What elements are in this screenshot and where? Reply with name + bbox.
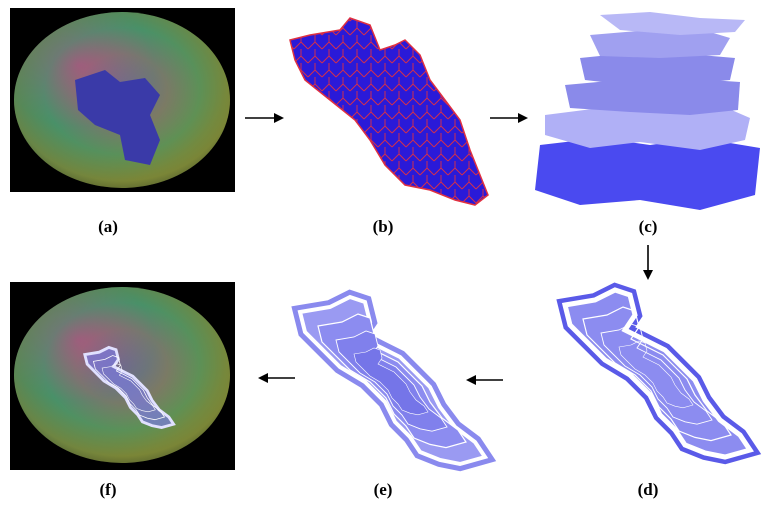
panel-label: (a) <box>98 217 118 236</box>
contour-region-e <box>300 297 485 464</box>
arrow <box>258 373 295 383</box>
panel-label: (b) <box>373 217 394 236</box>
arrow <box>245 113 284 123</box>
contour-region-d <box>565 290 750 457</box>
figure: (a) (b) (c) (d) (e) (f) <box>0 0 770 506</box>
layers <box>535 12 760 210</box>
mesh-region <box>290 18 488 205</box>
panel-label: (d) <box>638 480 659 499</box>
panel-label: (f) <box>100 480 117 499</box>
panel-label: (e) <box>374 480 393 499</box>
panel-label: (c) <box>639 217 658 236</box>
arrow <box>490 113 528 123</box>
arrow <box>643 245 653 280</box>
arrow <box>466 375 503 385</box>
